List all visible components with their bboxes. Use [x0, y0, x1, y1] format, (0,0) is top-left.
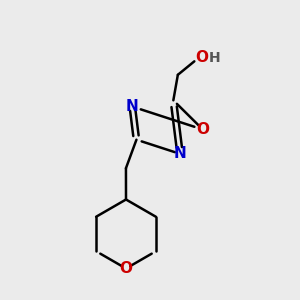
- Text: O: O: [119, 261, 133, 276]
- Text: N: N: [126, 99, 139, 114]
- Text: O: O: [195, 50, 208, 65]
- Text: O: O: [196, 122, 209, 137]
- Text: N: N: [174, 146, 186, 161]
- Text: H: H: [209, 51, 220, 65]
